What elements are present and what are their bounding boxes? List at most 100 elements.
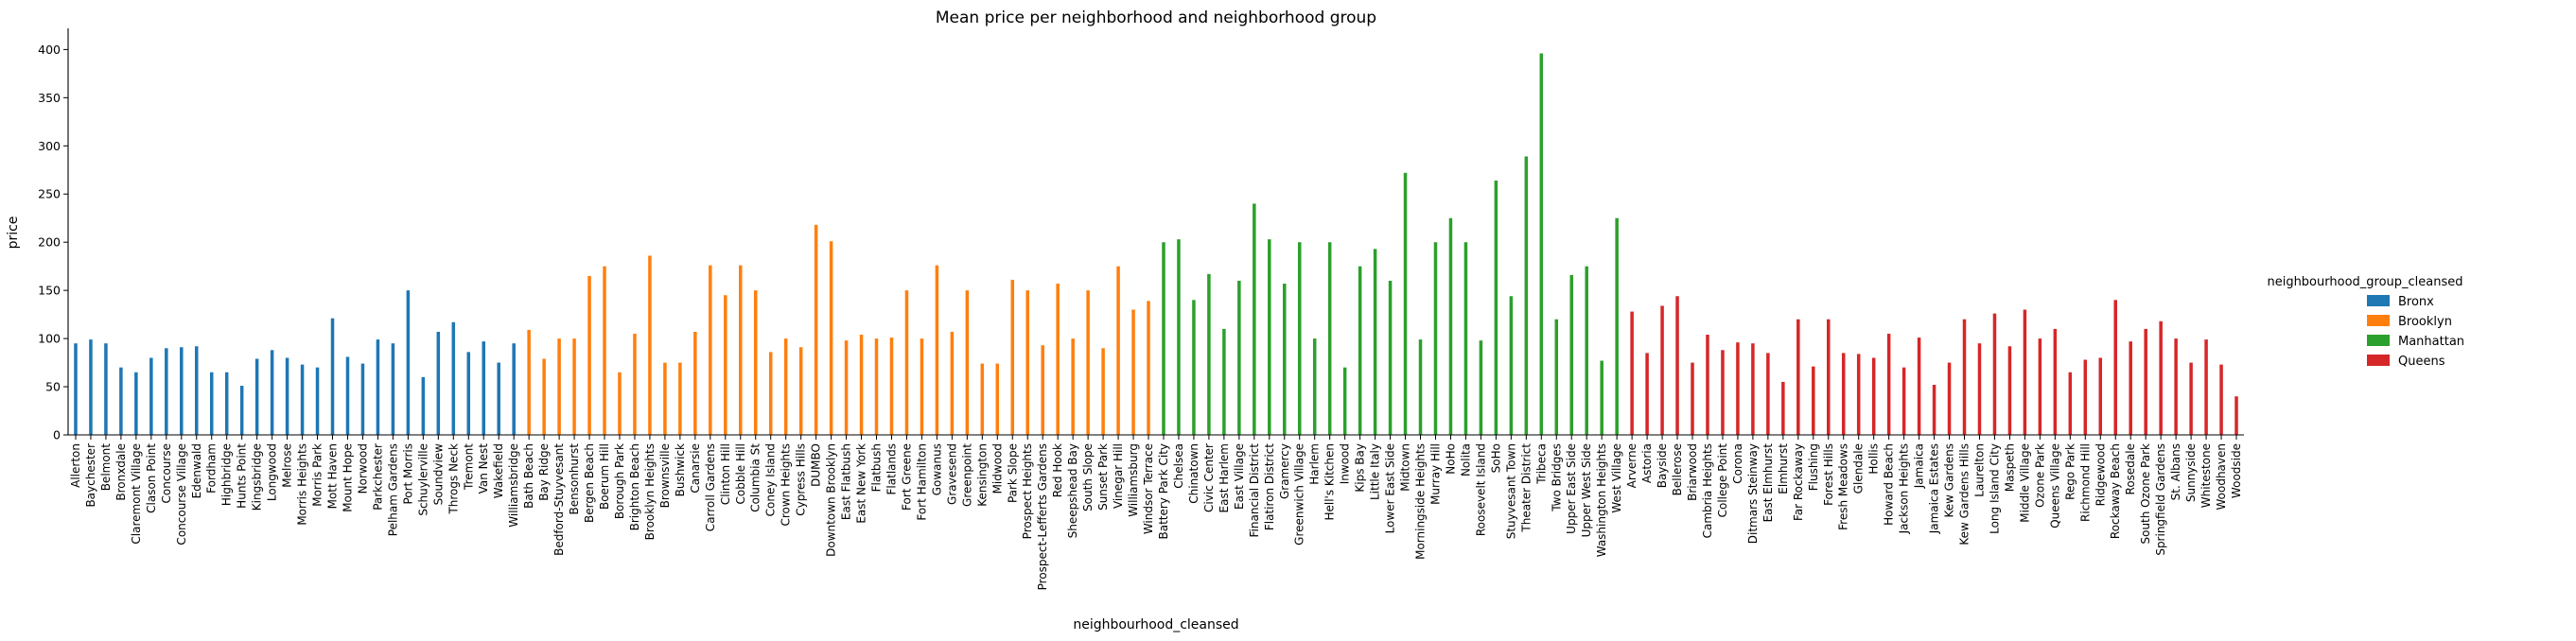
bar — [209, 372, 214, 435]
bar — [149, 357, 153, 435]
bar — [889, 338, 894, 435]
bar — [497, 362, 500, 435]
x-tick-label: Hollis — [1867, 443, 1881, 475]
x-tick-label: Ditmars Steinway — [1746, 443, 1760, 544]
legend-swatch — [2367, 315, 2390, 326]
bar — [466, 352, 471, 435]
x-tick-label: Inwood — [1339, 443, 1352, 484]
bar — [618, 372, 622, 435]
x-tick-label: East Flatbush — [840, 443, 853, 520]
x-tick-label: Throgs Neck — [447, 443, 460, 515]
x-tick-label: Mott Haven — [326, 443, 340, 509]
bar — [2144, 328, 2147, 435]
x-tick-label: Bergen Beach — [583, 443, 596, 523]
y-axis-ticks: 0 50 100 150 200 250 300 350 400 — [38, 43, 68, 442]
legend-title: neighbourhood_group_cleansed — [2267, 275, 2462, 289]
x-tick-label: Highbridge — [220, 443, 234, 506]
bar — [1660, 305, 1664, 435]
x-tick-label: Queens Village — [2048, 443, 2061, 528]
x-tick-label: Melrose — [281, 443, 294, 488]
x-tick-label: Kew Gardens — [1943, 443, 1956, 518]
bar — [2007, 346, 2012, 435]
bar — [1403, 172, 1408, 436]
x-tick-label: Richmond Hill — [2078, 443, 2092, 522]
bar — [1297, 242, 1302, 435]
bar — [1917, 338, 1921, 435]
bar — [1268, 239, 1271, 435]
bar — [104, 343, 108, 435]
x-tick-label: Windsor Terrace — [1142, 443, 1155, 534]
x-tick-label: East Elmhurst — [1761, 443, 1775, 523]
x-tick-label: Murray Hill — [1428, 443, 1442, 505]
x-tick-label: Boerum Hill — [598, 443, 611, 510]
x-tick-label: Clason Point — [145, 443, 158, 513]
bar — [1494, 180, 1498, 435]
y-tick-label: 150 — [38, 284, 61, 298]
x-tick-label: Flatiron District — [1263, 443, 1276, 530]
x-tick-label: Bayside — [1656, 443, 1669, 488]
x-tick-label: Midwood — [990, 443, 1004, 494]
x-tick-label: Two Bridges — [1550, 443, 1563, 512]
x-tick-label: SoHo — [1489, 443, 1502, 473]
legend-swatch — [2367, 355, 2390, 366]
x-tick-label: Glendale — [1852, 443, 1866, 494]
x-tick-label: Far Rockaway — [1792, 443, 1805, 521]
bar — [1222, 328, 1226, 435]
x-tick-label: Little Italy — [1369, 443, 1382, 500]
x-tick-label: Rego Park — [2063, 443, 2077, 500]
bar — [180, 347, 184, 435]
x-tick-label: Theater District — [1519, 443, 1533, 533]
bar — [74, 343, 78, 435]
x-tick-label: Belmont — [99, 443, 113, 492]
bar — [1932, 385, 1936, 435]
x-tick-label: Briarwood — [1686, 443, 1699, 501]
bar — [1253, 203, 1256, 435]
x-tick-label: DUMBO — [810, 443, 823, 487]
bar — [1025, 290, 1029, 435]
x-tick-label: Upper West Side — [1580, 443, 1593, 537]
bar — [1827, 319, 1831, 435]
x-tick-label: Parkchester — [371, 443, 384, 511]
bar — [451, 321, 456, 435]
x-tick-label: Canarsie — [689, 443, 702, 494]
x-tick-label: Middle Village — [2018, 443, 2031, 523]
bar — [603, 266, 606, 435]
x-tick-label: Bronxdale — [114, 443, 128, 501]
bar — [1010, 279, 1015, 435]
bar — [965, 290, 970, 435]
bar — [1358, 266, 1362, 435]
bar — [195, 346, 199, 435]
x-tick-label: Springfield Gardens — [2154, 443, 2167, 556]
x-tick-label: Rockaway Beach — [2109, 443, 2122, 539]
x-tick-label: Ozone Park — [2033, 443, 2046, 508]
x-tick-label: Columbia St — [749, 443, 762, 512]
bar — [345, 356, 350, 435]
y-tick-label: 0 — [53, 428, 61, 442]
y-tick-label: 250 — [38, 187, 61, 201]
y-tick-label: 100 — [38, 332, 61, 346]
bar — [2053, 328, 2058, 435]
x-tick-label: Borough Park — [613, 443, 626, 519]
bar — [1041, 345, 1044, 435]
x-tick-label: Flatbush — [870, 443, 884, 492]
bar — [1388, 280, 1393, 435]
bar — [2159, 320, 2163, 435]
bar — [798, 347, 803, 435]
x-tick-label: Carroll Gardens — [704, 443, 717, 531]
x-tick-label: Jamaica Estates — [1928, 443, 1941, 534]
x-axis-label: neighbourhood_cleansed — [1073, 617, 1238, 632]
x-tick-label: East New York — [855, 443, 868, 524]
x-tick-label: Gravesend — [945, 443, 958, 505]
bar — [1418, 339, 1423, 435]
bar — [724, 295, 727, 435]
legend-swatch — [2367, 295, 2390, 306]
x-tick-label: Clinton Hill — [719, 443, 732, 505]
x-tick-label: Morningside Heights — [1414, 443, 1428, 560]
x-tick-label: Gramercy — [1278, 443, 1291, 499]
x-tick-label: Wakefield — [492, 443, 505, 498]
bar — [1796, 319, 1800, 435]
bar — [421, 376, 426, 435]
x-tick-label: Lower East Side — [1384, 443, 1397, 533]
bar — [1524, 156, 1529, 435]
bar — [1962, 319, 1967, 435]
